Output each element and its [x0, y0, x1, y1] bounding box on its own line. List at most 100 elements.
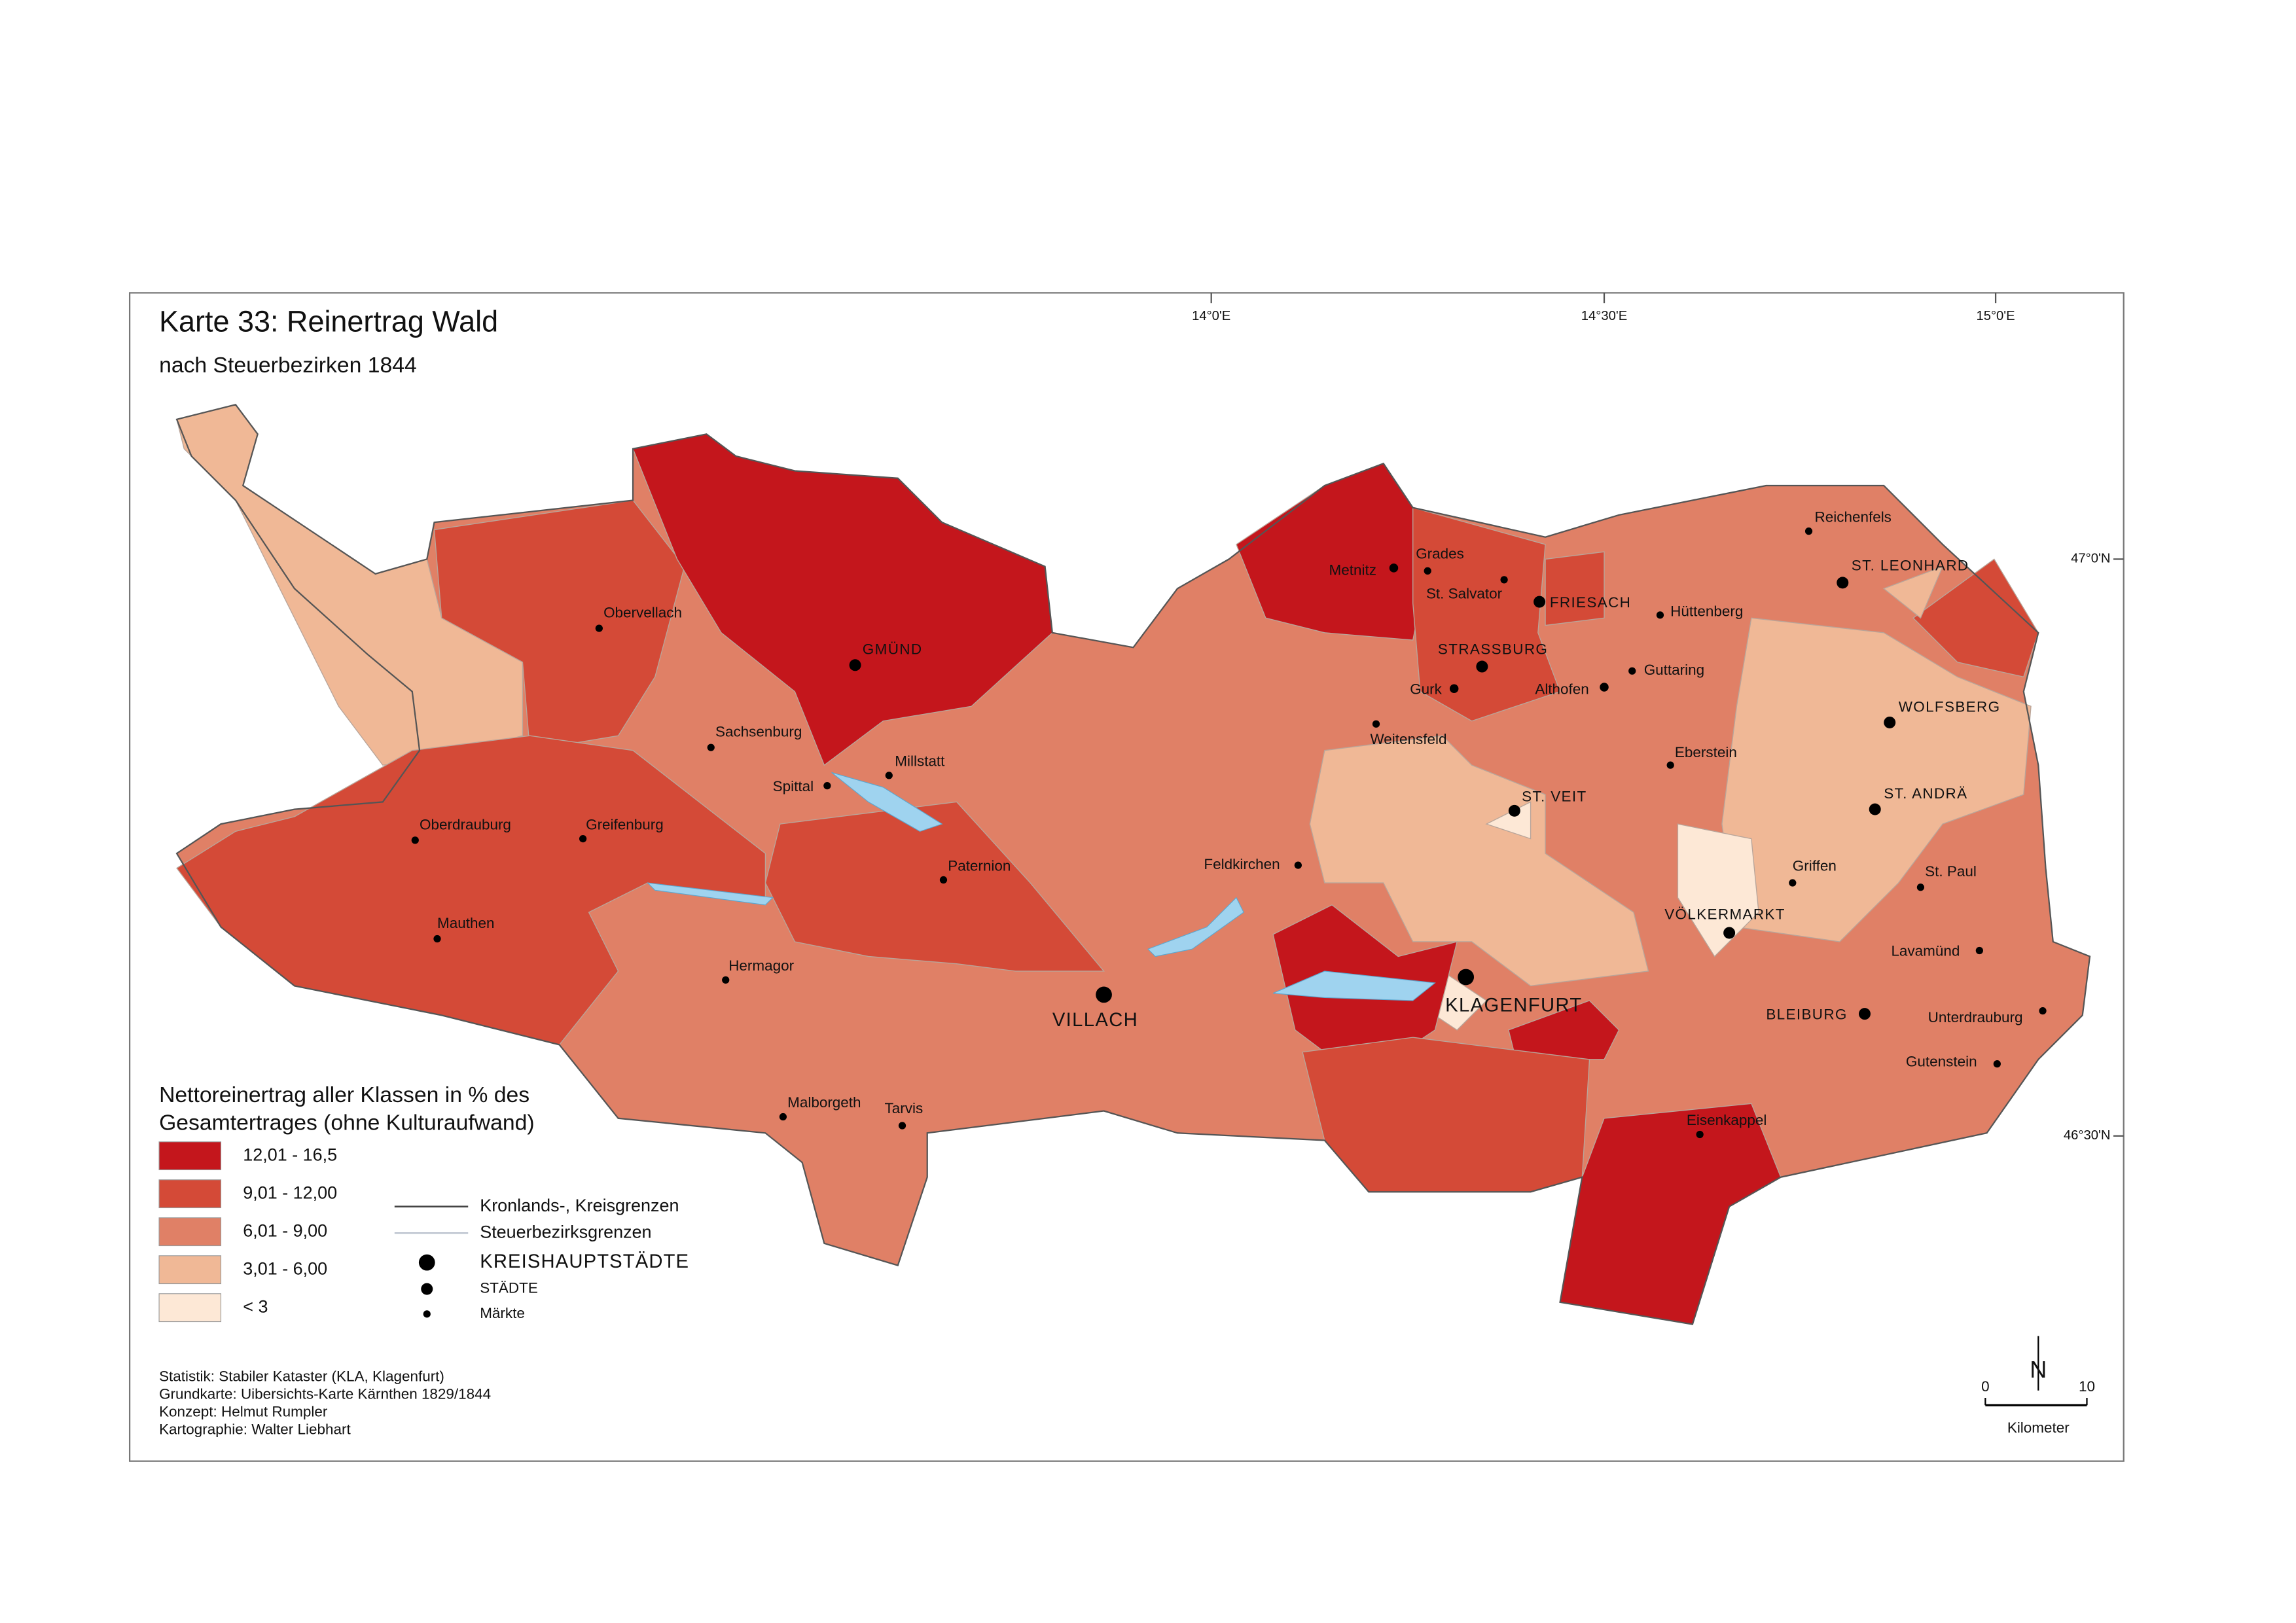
place-label: STRASSBURG — [1438, 641, 1548, 658]
district — [764, 801, 1105, 972]
place-label: ST. VEIT — [1522, 789, 1587, 805]
place-label: Greifenburg — [586, 816, 664, 832]
place-dot — [898, 1122, 906, 1130]
place-dot — [1458, 969, 1475, 986]
place-dot — [1975, 946, 1983, 955]
place-dot — [2039, 1007, 2047, 1015]
place-label: Hüttenberg — [1670, 603, 1743, 619]
place-dot — [1424, 567, 1431, 575]
place-label: Reichenfels — [1815, 508, 1892, 525]
scale-label: 0 — [1981, 1378, 1990, 1395]
place-label: Malborgeth — [787, 1094, 861, 1111]
place-dot — [1804, 527, 1813, 535]
place-dot — [885, 772, 893, 779]
latitude-label: 47°0'N — [2071, 552, 2110, 566]
place-label: Paternion — [948, 857, 1011, 874]
place-dot — [1916, 883, 1925, 891]
place-dot — [579, 834, 587, 843]
district — [1721, 617, 2032, 942]
legend-point-label: STÄDTE — [480, 1280, 538, 1296]
legend-class-label: 12,01 - 16,5 — [243, 1145, 337, 1164]
district — [1677, 823, 1759, 957]
place-dot — [722, 976, 730, 984]
credits: Statistik: Stabiler Kataster (KLA, Klage… — [159, 1368, 491, 1437]
legend: Nettoreinertrag aller Klassen in % des G… — [158, 1082, 689, 1323]
place-dot — [1628, 667, 1636, 675]
north-label: N — [2030, 1356, 2047, 1383]
place-label: Metnitz — [1329, 562, 1376, 578]
legend-line-label: Steuerbezirksgrenzen — [480, 1222, 651, 1241]
map-frame — [128, 292, 2125, 1462]
districts — [175, 404, 2091, 1325]
longitude-label: 14°0'E — [1192, 309, 1230, 323]
legend-swatch — [158, 1217, 222, 1247]
place-label: Obervellach — [603, 605, 682, 621]
place-label: ST. ANDRÄ — [1884, 785, 1967, 802]
province-border — [175, 404, 2091, 1325]
credit: Grundkarte: Uibersichts-Karte Kärnthen 1… — [159, 1385, 491, 1402]
place-dot — [1656, 611, 1664, 619]
place-dot — [1500, 576, 1508, 584]
place-dot — [1666, 761, 1674, 769]
credit: Statistik: Stabiler Kataster (KLA, Klage… — [159, 1368, 444, 1384]
place-label: Weitensfeld — [1371, 731, 1447, 747]
district — [1912, 558, 2039, 678]
place-label: KLAGENFURT — [1445, 995, 1582, 1016]
place-label: Gutenstein — [1906, 1053, 1977, 1069]
place-dot — [1449, 684, 1459, 694]
district — [1412, 507, 1561, 722]
place-label: WOLFSBERG — [1899, 698, 2001, 715]
place-dot — [1993, 1060, 2001, 1068]
place-label: VILLACH — [1052, 1010, 1138, 1031]
place-label: Lavamünd — [1891, 943, 1960, 959]
place-dot — [433, 935, 441, 943]
place-dot — [1600, 683, 1609, 692]
place-dot — [595, 624, 603, 632]
place-label: Althofen — [1535, 681, 1588, 697]
legend-swatch — [158, 1255, 222, 1285]
place-label: Guttaring — [1644, 662, 1704, 678]
legend-class-label: 3,01 - 6,00 — [243, 1258, 327, 1278]
place-label: VÖLKERMARKT — [1664, 906, 1785, 922]
place-dot — [707, 743, 715, 751]
place-label: Gurk — [1410, 681, 1442, 697]
credit: Kartographie: Walter Liebhart — [159, 1421, 351, 1437]
legend-title: Gesamtertrages (ohne Kulturaufwand) — [159, 1111, 535, 1135]
district — [176, 735, 766, 1046]
place-dot — [779, 1113, 787, 1121]
place-label: Eberstein — [1675, 744, 1737, 760]
place-label: ST. LEONHARD — [1852, 558, 1969, 574]
place-label: Unterdrauburg — [1928, 1009, 2023, 1026]
legend-swatch — [158, 1179, 222, 1209]
legend-point — [423, 1310, 431, 1318]
place-dot — [1096, 986, 1112, 1003]
legend-line-label: Kronlands-, Kreisgrenzen — [480, 1196, 679, 1215]
place-label: Griffen — [1793, 857, 1837, 874]
place-dot — [1884, 716, 1896, 728]
scale-bar: N 0 10 Kilometer — [1981, 1336, 2095, 1436]
place-label: St. Salvator — [1426, 585, 1503, 601]
district — [1545, 551, 1605, 626]
scale-label: 10 — [2079, 1378, 2095, 1395]
place-label: Millstatt — [895, 753, 945, 770]
legend-title: Nettoreinertrag aller Klassen in % des — [159, 1082, 529, 1107]
place-label: Mauthen — [437, 915, 494, 931]
place-dot — [849, 659, 861, 671]
legend-class-label: 9,01 - 12,00 — [243, 1183, 337, 1202]
map-subtitle: nach Steuerbezirken 1844 — [159, 353, 417, 378]
place-dot — [1696, 1130, 1704, 1139]
place-dot — [1534, 596, 1546, 608]
district — [1302, 1037, 1590, 1192]
longitude-label: 14°30'E — [1581, 309, 1627, 323]
legend-swatch — [158, 1141, 222, 1171]
place-dot — [1837, 577, 1849, 589]
place-label: Hermagor — [728, 957, 794, 974]
place-label: St. Paul — [1925, 863, 1977, 880]
lake — [1272, 971, 1436, 1001]
scale-unit: Kilometer — [2007, 1419, 2070, 1436]
place-label: Eisenkappel — [1687, 1112, 1767, 1128]
place-dot — [1389, 563, 1399, 573]
map-title: Karte 33: Reinertrag Wald — [159, 305, 498, 338]
place-dot — [1476, 660, 1488, 673]
